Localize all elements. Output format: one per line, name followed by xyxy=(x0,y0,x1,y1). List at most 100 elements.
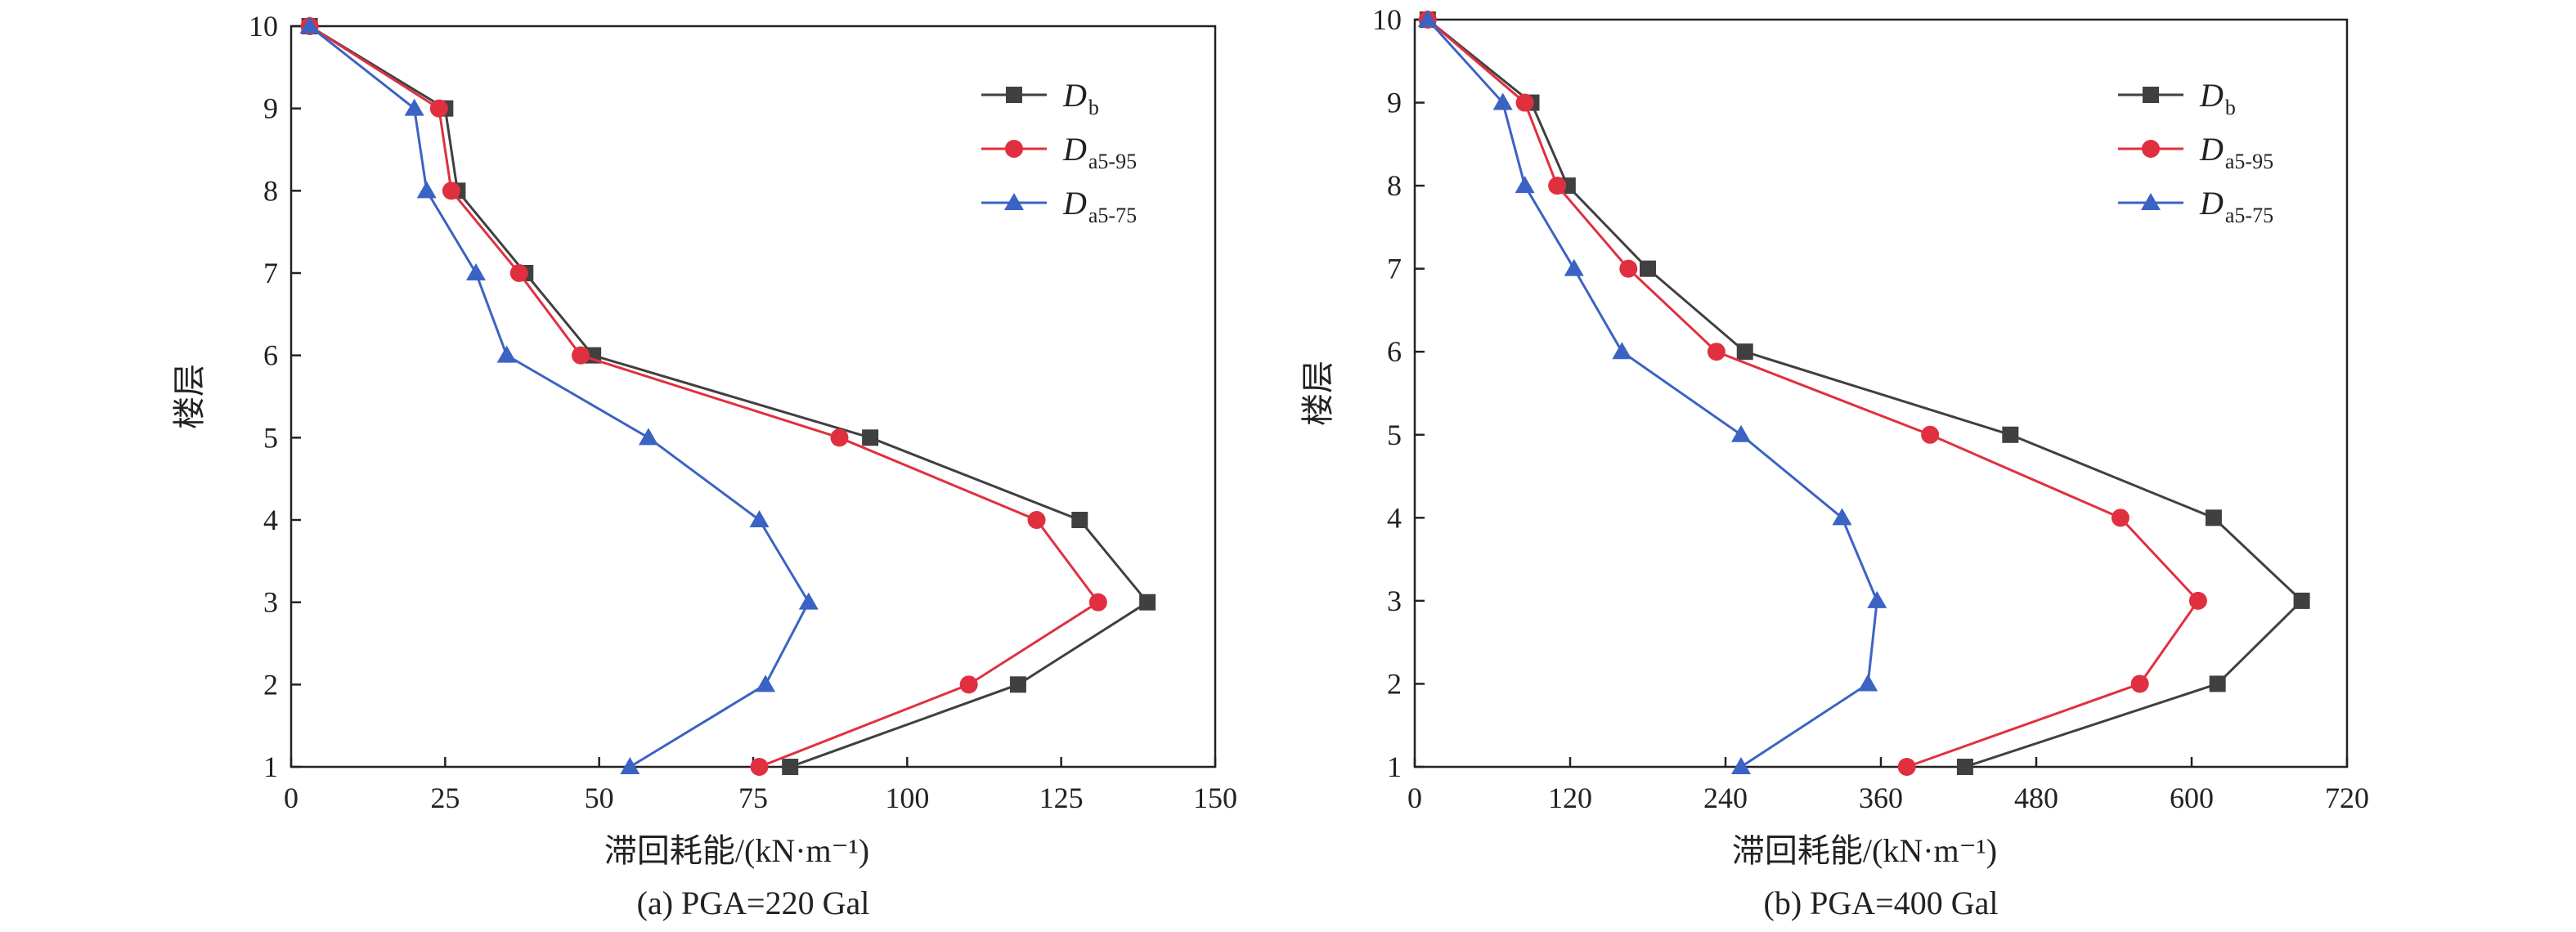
legend-subscript: a5-95 xyxy=(1088,150,1137,173)
data-point xyxy=(1619,259,1638,278)
chart-2: 0 120 240 360 480 600 720 1 2 3 4 5 6 7 8 9 10 滞回耗能/(kN·m… xyxy=(1299,3,2369,921)
x-tick-label: 0 xyxy=(1407,782,1422,814)
data-point xyxy=(442,181,460,200)
data-point xyxy=(1867,590,1887,608)
data-point xyxy=(1640,260,1656,277)
legend-marker xyxy=(2143,87,2159,103)
data-point xyxy=(959,675,978,694)
data-point xyxy=(1612,342,1632,360)
data-point xyxy=(756,674,776,692)
y-tick-label: 8 xyxy=(263,174,278,207)
data-point xyxy=(638,428,658,446)
legend-label: Da5-95 xyxy=(2199,131,2273,173)
legend-name: D xyxy=(1062,131,1087,168)
x-tick-label: 0 xyxy=(284,782,298,814)
data-point xyxy=(1736,343,1753,361)
y-tick-label: 2 xyxy=(1387,667,1402,700)
legend-marker xyxy=(1006,87,1022,103)
x-tick-label: 600 xyxy=(2170,782,2214,814)
series-a5-75: Da5-75 xyxy=(1417,10,2273,774)
data-point xyxy=(1731,757,1751,774)
legend-name: D xyxy=(2199,131,2224,168)
chart-caption: (b) PGA=400 Gal xyxy=(1764,885,1999,921)
y-tick-label: 1 xyxy=(263,751,278,783)
series-line xyxy=(308,25,810,768)
data-point xyxy=(1564,258,1584,276)
chart-caption: (a) PGA=220 Gal xyxy=(637,885,870,921)
series-line xyxy=(308,25,1101,768)
data-point xyxy=(1139,594,1156,611)
data-point xyxy=(1897,758,1916,776)
data-point xyxy=(509,264,528,282)
x-tick-label: 360 xyxy=(1859,782,1903,814)
data-point xyxy=(572,346,590,365)
data-point xyxy=(1921,425,1940,444)
y-tick-label: 2 xyxy=(263,668,278,701)
series-b: Db xyxy=(1419,11,2310,775)
y-tick-label: 4 xyxy=(1387,501,1402,534)
legend-marker xyxy=(1005,140,1023,158)
legend-label: Da5-75 xyxy=(2199,185,2273,227)
y-tick-label: 9 xyxy=(263,92,278,125)
data-point xyxy=(429,99,448,118)
data-point xyxy=(1071,512,1088,528)
x-tick-label: 150 xyxy=(1193,782,1237,814)
y-tick-label: 6 xyxy=(263,339,278,372)
x-tick-label: 120 xyxy=(1548,782,1592,814)
series-a5-75: Da5-75 xyxy=(299,16,1137,774)
data-point xyxy=(1707,343,1726,361)
y-tick-label: 7 xyxy=(263,257,278,289)
data-point xyxy=(2293,592,2310,609)
legend-subscript: a5-75 xyxy=(1088,204,1137,227)
data-point xyxy=(299,16,320,34)
data-point xyxy=(1548,177,1567,195)
data-point xyxy=(830,428,849,447)
x-tick-label: 125 xyxy=(1039,782,1084,814)
data-point xyxy=(2205,509,2222,526)
x-tick-label: 25 xyxy=(430,782,460,814)
legend-subscript: b xyxy=(2225,96,2236,119)
data-point xyxy=(1088,593,1107,612)
data-point xyxy=(416,181,437,199)
data-point xyxy=(496,345,517,363)
x-tick-label: 75 xyxy=(738,782,768,814)
data-point xyxy=(620,757,640,774)
data-point xyxy=(750,758,769,776)
legend-label: Db xyxy=(1062,77,1099,119)
series-line xyxy=(308,25,1150,768)
y-tick-label: 6 xyxy=(1387,335,1402,368)
y-tick-label: 4 xyxy=(263,504,278,536)
legend-label: Db xyxy=(2199,77,2236,119)
x-tick-label: 50 xyxy=(585,782,614,814)
x-axis-title: 滞回耗能/(kN·m⁻¹) xyxy=(1732,832,1997,869)
y-axis-title: 楼层 xyxy=(171,364,208,429)
series-line xyxy=(1426,18,2304,768)
data-point xyxy=(2130,674,2149,693)
legend-subscript: b xyxy=(1088,96,1099,119)
series-line xyxy=(1426,18,2200,768)
legend-subscript: a5-75 xyxy=(2225,204,2273,227)
y-tick-label: 8 xyxy=(1387,169,1402,202)
y-axis-title: 楼层 xyxy=(1299,361,1336,426)
legend-name: D xyxy=(1062,77,1087,114)
y-tick-label: 7 xyxy=(1387,253,1402,285)
data-point xyxy=(1515,93,1534,112)
x-axis-title: 滞回耗能/(kN·m⁻¹) xyxy=(604,832,869,869)
chart-1: 0 25 50 75 100 125 150 1 2 3 4 5 6 7 8 9 10 滞回耗能/(kN·m⁻¹)… xyxy=(171,10,1237,921)
data-point xyxy=(1009,676,1026,693)
data-point xyxy=(1731,424,1751,442)
legend-name: D xyxy=(2199,77,2224,114)
data-point xyxy=(1492,92,1513,110)
x-tick-label: 240 xyxy=(1703,782,1748,814)
series-a5-95: Da5-95 xyxy=(1418,11,2273,776)
legend-marker xyxy=(2142,140,2160,158)
y-tick-label: 1 xyxy=(1387,751,1402,783)
data-point xyxy=(1858,674,1878,692)
series-a5-95: Da5-95 xyxy=(300,17,1137,776)
data-point xyxy=(782,759,799,775)
data-point xyxy=(1417,10,1438,27)
y-tick-label: 5 xyxy=(263,421,278,454)
x-tick-label: 720 xyxy=(2325,782,2369,814)
legend-marker xyxy=(2141,193,2161,210)
